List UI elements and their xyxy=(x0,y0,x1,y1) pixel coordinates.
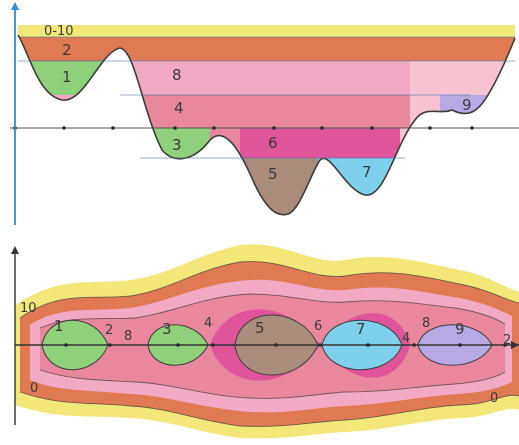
label-region-9: 9 xyxy=(462,96,472,114)
band-2 xyxy=(18,37,515,61)
label-region-2: 2 xyxy=(62,41,72,59)
label-node-6: 6 xyxy=(314,319,322,334)
label-axis-0-left: 0 xyxy=(30,381,38,396)
label-lobe-5: 5 xyxy=(255,319,265,337)
label-node-4-right: 4 xyxy=(402,331,410,346)
label-lobe-1: 1 xyxy=(54,317,64,335)
label-region-5: 5 xyxy=(268,165,278,183)
label-node-8-left: 8 xyxy=(124,329,132,344)
label-node-2-right: 2 xyxy=(503,333,511,348)
label-lobe-7: 7 xyxy=(356,320,366,338)
bottom-axis-dots xyxy=(64,343,507,347)
bottom-x-axis-arrow xyxy=(511,341,519,349)
label-region-7: 7 xyxy=(362,163,372,181)
bottom-contours xyxy=(19,261,519,427)
label-region-1: 1 xyxy=(62,68,72,86)
label-lobe-9: 9 xyxy=(455,320,465,338)
label-region-4: 4 xyxy=(174,99,184,117)
label-range: 0-10 xyxy=(44,24,74,39)
label-node-4-left: 4 xyxy=(204,316,212,331)
label-node-2-left: 2 xyxy=(105,323,113,338)
label-node-8-right: 8 xyxy=(422,316,430,331)
well-9 xyxy=(440,95,515,135)
label-region-3: 3 xyxy=(172,136,182,154)
label-region-6: 6 xyxy=(268,134,278,152)
top-axis-dots xyxy=(13,126,474,130)
band-0-10 xyxy=(18,25,515,37)
label-axis-0-right: 0 xyxy=(490,391,498,406)
top-curve xyxy=(17,34,516,216)
top-diagram: 0-10 2 1 8 4 3 6 5 7 9 xyxy=(10,2,519,225)
label-region-8: 8 xyxy=(172,66,182,84)
label-axis-10: 10 xyxy=(20,301,37,316)
top-y-axis-arrow xyxy=(11,2,19,10)
bottom-y-axis-arrow xyxy=(11,246,19,254)
label-lobe-3: 3 xyxy=(162,320,172,338)
bottom-diagram: 10 0 0 1 2 8 3 4 5 6 7 4 8 9 2 xyxy=(11,244,519,439)
top-bands xyxy=(18,25,515,215)
top-band-lines xyxy=(18,36,515,159)
band-6 xyxy=(18,128,515,158)
